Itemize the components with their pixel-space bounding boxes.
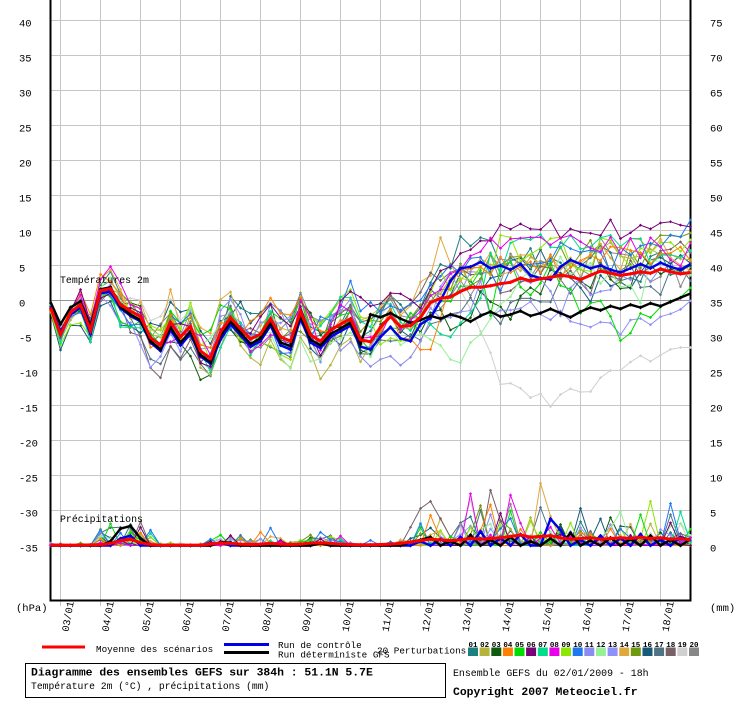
svg-text:05: 05 — [515, 642, 525, 650]
svg-text:18: 18 — [666, 642, 676, 650]
svg-text:35: 35 — [710, 299, 723, 311]
svg-text:Ensemble GEFS du 02/01/2009 -: Ensemble GEFS du 02/01/2009 - 18h — [453, 668, 649, 679]
svg-text:07: 07 — [538, 642, 547, 650]
svg-text:10: 10 — [19, 229, 32, 241]
svg-text:04/01: 04/01 — [101, 601, 118, 633]
svg-text:-20: -20 — [19, 439, 38, 451]
svg-text:-25: -25 — [19, 474, 38, 486]
svg-text:12: 12 — [596, 642, 606, 650]
svg-text:15: 15 — [19, 194, 32, 206]
svg-text:06/01: 06/01 — [181, 601, 198, 633]
svg-text:03: 03 — [492, 642, 502, 650]
svg-text:Température 2m (°C) , précipit: Température 2m (°C) , précipitations (mm… — [31, 681, 269, 692]
svg-text:Run déterministe GFS: Run déterministe GFS — [278, 650, 390, 661]
svg-text:02: 02 — [480, 642, 490, 650]
svg-text:5: 5 — [710, 509, 716, 521]
svg-text:40: 40 — [19, 19, 32, 31]
svg-text:Températures 2m: Températures 2m — [60, 275, 149, 286]
svg-text:20: 20 — [710, 404, 723, 416]
svg-text:30: 30 — [710, 334, 723, 346]
svg-text:20 Perturbations: 20 Perturbations — [377, 646, 466, 657]
svg-text:20: 20 — [19, 159, 32, 171]
svg-text:10/01: 10/01 — [341, 601, 358, 633]
svg-text:09: 09 — [561, 642, 571, 650]
svg-text:0: 0 — [19, 299, 25, 311]
svg-text:17/01: 17/01 — [621, 601, 638, 633]
svg-text:-5: -5 — [19, 334, 32, 346]
svg-text:5: 5 — [19, 264, 25, 276]
svg-text:01: 01 — [468, 642, 478, 650]
svg-text:(mm): (mm) — [710, 603, 735, 615]
svg-text:-15: -15 — [19, 404, 38, 416]
svg-text:-10: -10 — [19, 369, 38, 381]
svg-text:15: 15 — [631, 642, 641, 650]
svg-text:17: 17 — [655, 642, 664, 650]
svg-text:Moyenne des scénarios: Moyenne des scénarios — [96, 644, 213, 655]
svg-text:19: 19 — [678, 642, 688, 650]
svg-text:60: 60 — [710, 124, 723, 136]
svg-text:55: 55 — [710, 159, 723, 171]
svg-text:30: 30 — [19, 89, 32, 101]
svg-text:65: 65 — [710, 89, 723, 101]
svg-text:10: 10 — [573, 642, 583, 650]
svg-text:15/01: 15/01 — [541, 601, 558, 633]
svg-text:04: 04 — [503, 642, 513, 650]
svg-text:-35: -35 — [19, 544, 38, 556]
svg-text:11/01: 11/01 — [381, 601, 398, 633]
svg-text:Diagramme des ensembles GEFS s: Diagramme des ensembles GEFS sur 384h : … — [31, 668, 373, 680]
svg-text:12/01: 12/01 — [421, 601, 438, 633]
svg-text:Run de contrôle: Run de contrôle — [278, 640, 362, 651]
svg-text:45: 45 — [710, 229, 723, 241]
svg-text:10: 10 — [710, 474, 723, 486]
svg-text:50: 50 — [710, 194, 723, 206]
svg-text:0: 0 — [710, 544, 716, 556]
svg-text:07/01: 07/01 — [221, 601, 238, 633]
svg-text:15: 15 — [710, 439, 723, 451]
svg-text:06: 06 — [527, 642, 537, 650]
svg-text:08: 08 — [550, 642, 560, 650]
svg-text:40: 40 — [710, 264, 723, 276]
svg-text:05/01: 05/01 — [141, 601, 158, 633]
svg-text:-30: -30 — [19, 509, 38, 521]
svg-text:Copyright 2007 Meteociel.fr: Copyright 2007 Meteociel.fr — [453, 687, 638, 699]
svg-text:18/01: 18/01 — [661, 601, 678, 633]
svg-text:13/01: 13/01 — [461, 601, 478, 633]
svg-text:14: 14 — [620, 642, 630, 650]
svg-text:70: 70 — [710, 54, 723, 66]
svg-text:25: 25 — [19, 124, 32, 136]
svg-text:03/01: 03/01 — [61, 601, 78, 633]
svg-text:35: 35 — [19, 54, 32, 66]
svg-text:(hPa): (hPa) — [16, 603, 48, 615]
svg-text:08/01: 08/01 — [261, 601, 278, 633]
svg-text:13: 13 — [608, 642, 618, 650]
svg-text:75: 75 — [710, 19, 723, 31]
svg-text:16/01: 16/01 — [581, 601, 598, 633]
svg-text:11: 11 — [585, 642, 595, 650]
svg-text:25: 25 — [710, 369, 723, 381]
svg-text:16: 16 — [643, 642, 653, 650]
svg-text:09/01: 09/01 — [301, 601, 318, 633]
svg-text:14/01: 14/01 — [501, 601, 518, 633]
svg-text:20: 20 — [689, 642, 699, 650]
svg-text:Précipitations: Précipitations — [60, 514, 143, 525]
